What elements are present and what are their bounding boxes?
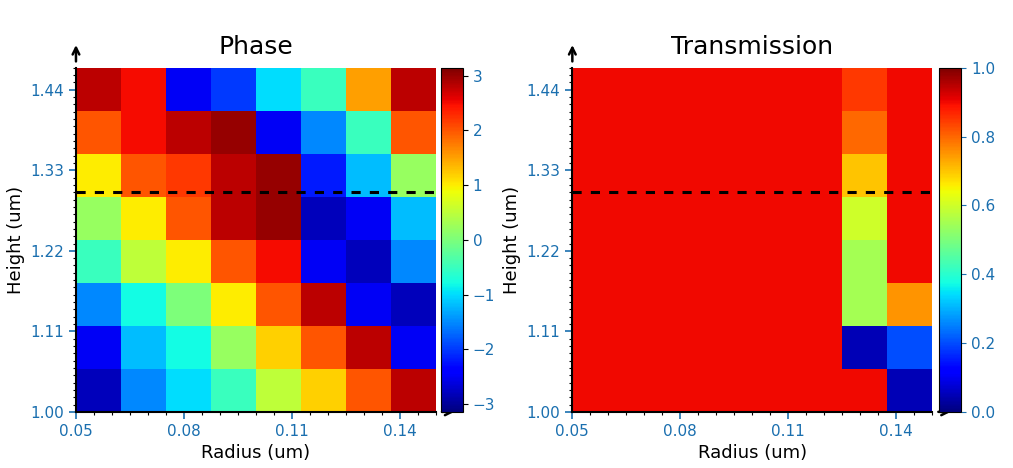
X-axis label: Radius (um): Radius (um) <box>202 444 310 462</box>
Y-axis label: Height (um): Height (um) <box>7 186 24 294</box>
Y-axis label: Height (um): Height (um) <box>503 186 521 294</box>
Title: Phase: Phase <box>219 35 293 59</box>
X-axis label: Radius (um): Radius (um) <box>698 444 806 462</box>
Title: Transmission: Transmission <box>671 35 834 59</box>
